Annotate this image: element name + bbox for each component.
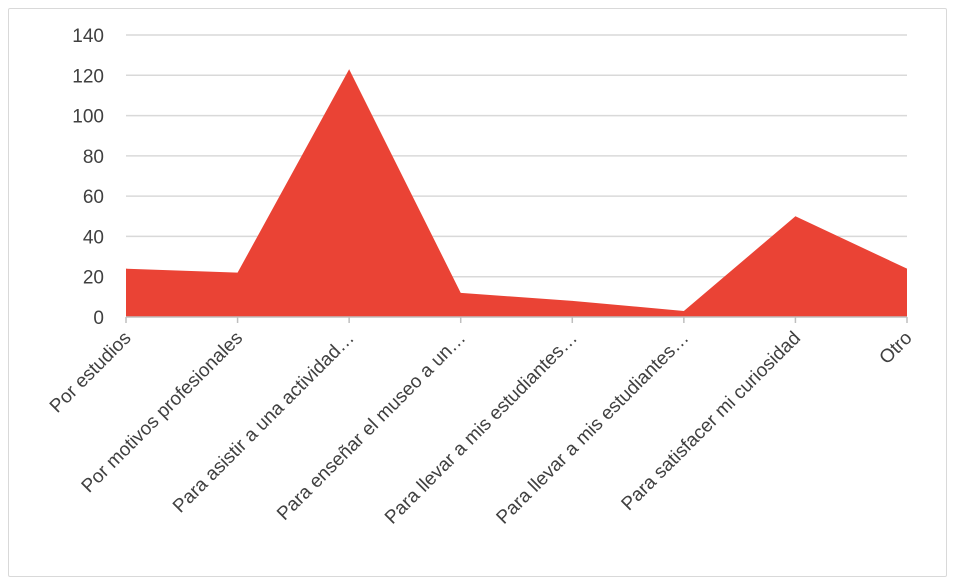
x-category-label: Para asistir a una actividad… bbox=[169, 328, 359, 518]
y-tick-label: 60 bbox=[83, 187, 104, 208]
series-area bbox=[125, 69, 908, 317]
series-area-fill bbox=[126, 69, 907, 317]
y-tick-label: 0 bbox=[93, 308, 104, 329]
y-tick-label: 20 bbox=[83, 268, 104, 289]
x-category-label: Otro bbox=[876, 328, 917, 369]
y-tick-label: 40 bbox=[83, 227, 104, 248]
y-tick-label: 120 bbox=[72, 66, 104, 87]
y-tick-label: 80 bbox=[83, 147, 104, 168]
x-category-label: Para llevar a mis estudiantes… bbox=[493, 328, 694, 529]
x-category-label: Para enseñar el museo a un… bbox=[273, 328, 470, 525]
y-tick-label: 100 bbox=[72, 107, 104, 128]
y-axis-tick-labels: 0 20 40 60 80 100 120 140 bbox=[72, 26, 104, 329]
x-axis bbox=[125, 316, 908, 323]
x-category-label: Para satisfacer mi curiosidad bbox=[618, 328, 805, 515]
x-category-label: Para llevar a mis estudiantes… bbox=[381, 328, 582, 529]
y-tick-label: 140 bbox=[72, 26, 104, 47]
x-category-label: Por estudios bbox=[46, 328, 136, 418]
